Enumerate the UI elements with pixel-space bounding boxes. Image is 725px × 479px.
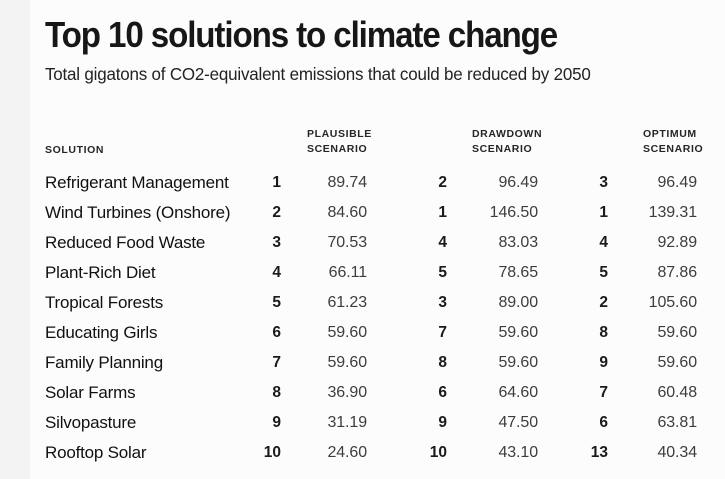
drawdown-value: 96.49 xyxy=(498,174,538,191)
plausible-value: 70.53 xyxy=(327,234,367,251)
optimum-value: 63.81 xyxy=(657,414,697,431)
table-row: Tropical Forests 5 61.23 3 89.00 2 105.6… xyxy=(45,288,697,318)
table-row: Wind Turbines (Onshore) 2 84.60 1 146.50… xyxy=(45,198,697,228)
drawdown-rank: 8 xyxy=(438,354,447,371)
plausible-rank: 10 xyxy=(263,444,281,461)
table-row: Silvopasture 9 31.19 9 47.50 6 63.81 xyxy=(45,408,697,438)
column-header-line: SCENARIO xyxy=(643,142,704,155)
optimum-rank: 7 xyxy=(599,384,608,401)
solution-name: Rooftop Solar xyxy=(45,443,147,462)
optimum-rank: 1 xyxy=(599,204,608,221)
table-row: Refrigerant Management 1 89.74 2 96.49 3… xyxy=(45,168,697,198)
solution-name: Refrigerant Management xyxy=(45,173,229,192)
table-row: Solar Farms 8 36.90 6 64.60 7 60.48 xyxy=(45,378,697,408)
plausible-value: 59.60 xyxy=(327,324,367,341)
infographic-card: Top 10 solutions to climate change Total… xyxy=(45,0,703,468)
left-margin-strip xyxy=(0,0,30,479)
drawdown-rank: 10 xyxy=(429,444,447,461)
table-body: Refrigerant Management 1 89.74 2 96.49 3… xyxy=(45,168,697,468)
optimum-value: 40.34 xyxy=(657,444,697,461)
drawdown-value: 43.10 xyxy=(498,444,538,461)
plausible-rank: 5 xyxy=(272,294,281,311)
page-title: Top 10 solutions to climate change xyxy=(45,14,558,55)
table-row: Family Planning 7 59.60 8 59.60 9 59.60 xyxy=(45,348,697,378)
column-header-line: SCENARIO xyxy=(307,142,368,155)
column-header-line: PLAUSIBLE xyxy=(307,128,372,140)
plausible-rank: 2 xyxy=(272,204,281,221)
drawdown-rank: 1 xyxy=(438,204,447,221)
table-row: Reduced Food Waste 3 70.53 4 83.03 4 92.… xyxy=(45,228,697,258)
plausible-value: 59.60 xyxy=(327,354,367,371)
plausible-value: 89.74 xyxy=(327,174,367,191)
optimum-value: 59.60 xyxy=(657,324,697,341)
table-row: Rooftop Solar 10 24.60 10 43.10 13 40.34 xyxy=(45,438,697,468)
optimum-value: 139.31 xyxy=(648,204,697,221)
column-header-optimum-scenario: OPTIMUM SCENARIO xyxy=(643,127,703,156)
table-header-row: SOLUTION PLAUSIBLE SCENARIO DRAWDOWN SCE… xyxy=(45,116,703,162)
plausible-value: 24.60 xyxy=(327,444,367,461)
drawdown-value: 59.60 xyxy=(498,324,538,341)
solution-name: Silvopasture xyxy=(45,413,137,432)
optimum-value: 59.60 xyxy=(657,354,697,371)
plausible-value: 66.11 xyxy=(328,264,367,281)
drawdown-value: 78.65 xyxy=(498,264,538,281)
plausible-rank: 6 xyxy=(272,324,281,341)
solution-name: Educating Girls xyxy=(45,323,158,342)
optimum-rank: 5 xyxy=(599,264,608,281)
optimum-value: 105.60 xyxy=(648,294,697,311)
plausible-rank: 1 xyxy=(272,174,281,191)
optimum-rank: 9 xyxy=(599,354,608,371)
plausible-rank: 8 xyxy=(272,384,281,401)
plausible-value: 61.23 xyxy=(327,294,367,311)
drawdown-rank: 2 xyxy=(438,174,447,191)
optimum-value: 60.48 xyxy=(657,384,697,401)
page-subtitle: Total gigatons of CO2-equivalent emissio… xyxy=(45,64,591,84)
drawdown-rank: 6 xyxy=(438,384,447,401)
drawdown-rank: 3 xyxy=(438,294,447,311)
drawdown-rank: 5 xyxy=(438,264,447,281)
solution-name: Solar Farms xyxy=(45,383,136,402)
optimum-rank: 8 xyxy=(599,324,608,341)
column-header-solution: SOLUTION xyxy=(45,144,105,156)
solution-name: Reduced Food Waste xyxy=(45,233,206,252)
plausible-value: 36.90 xyxy=(327,384,367,401)
column-header-line: OPTIMUM xyxy=(643,128,697,140)
plausible-rank: 4 xyxy=(272,264,281,281)
drawdown-rank: 9 xyxy=(438,414,447,431)
optimum-rank: 2 xyxy=(599,294,608,311)
drawdown-value: 47.50 xyxy=(498,414,538,431)
table-row: Plant-Rich Diet 4 66.11 5 78.65 5 87.86 xyxy=(45,258,697,288)
column-header-line: DRAWDOWN xyxy=(472,128,543,140)
drawdown-value: 59.60 xyxy=(498,354,538,371)
solution-name: Wind Turbines (Onshore) xyxy=(45,203,231,222)
solution-name: Family Planning xyxy=(45,353,163,372)
drawdown-value: 146.50 xyxy=(489,204,538,221)
column-header-drawdown-scenario: DRAWDOWN SCENARIO xyxy=(472,127,542,156)
solution-name: Tropical Forests xyxy=(45,293,164,312)
drawdown-value: 83.03 xyxy=(498,234,538,251)
optimum-rank: 4 xyxy=(599,234,608,251)
plausible-rank: 9 xyxy=(272,414,281,431)
optimum-value: 92.89 xyxy=(657,234,697,251)
table-row: Educating Girls 6 59.60 7 59.60 8 59.60 xyxy=(45,318,697,348)
optimum-value: 96.49 xyxy=(657,174,697,191)
drawdown-rank: 4 xyxy=(438,234,447,251)
plausible-rank: 7 xyxy=(272,354,281,371)
optimum-rank: 13 xyxy=(590,444,608,461)
drawdown-rank: 7 xyxy=(438,324,447,341)
plausible-value: 84.60 xyxy=(327,204,367,221)
optimum-rank: 3 xyxy=(599,174,608,191)
optimum-rank: 6 xyxy=(599,414,608,431)
plausible-rank: 3 xyxy=(272,234,281,251)
drawdown-value: 89.00 xyxy=(498,294,538,311)
drawdown-value: 64.60 xyxy=(498,384,538,401)
optimum-value: 87.86 xyxy=(657,264,697,281)
solution-name: Plant-Rich Diet xyxy=(45,263,156,282)
plausible-value: 31.19 xyxy=(327,414,367,431)
column-header-plausible-scenario: PLAUSIBLE SCENARIO xyxy=(307,127,372,156)
column-header-line: SCENARIO xyxy=(472,142,533,155)
